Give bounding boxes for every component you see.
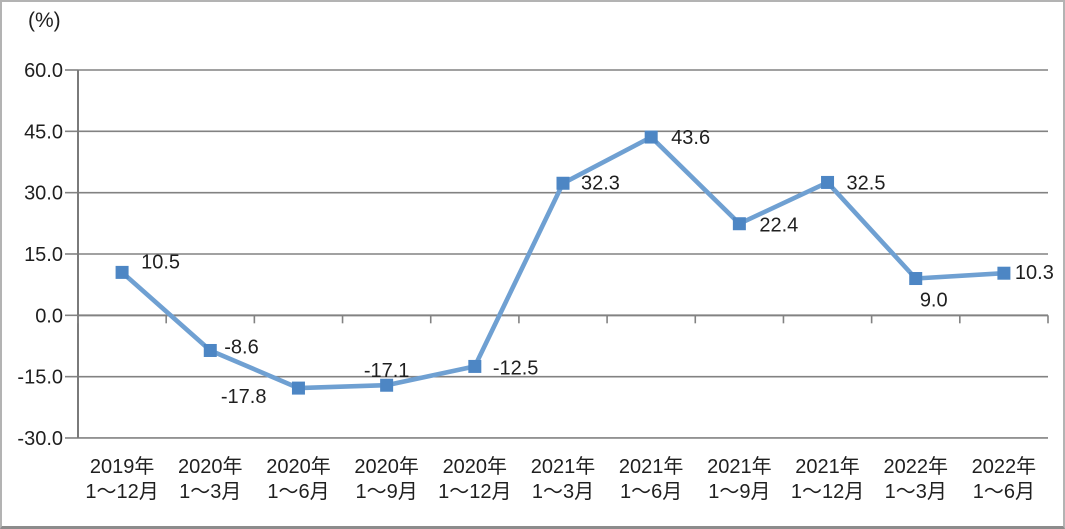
x-axis-category-label: 1～3月 [179,481,241,503]
data-point-marker [556,176,570,190]
data-point-marker [468,359,482,373]
x-axis-category-label: 1～6月 [620,481,682,503]
data-point-marker [380,378,394,392]
data-point-marker [291,381,305,395]
x-axis-category-label: 2020年 [354,455,419,478]
data-point-marker [732,217,746,231]
data-label: -8.6 [224,336,258,358]
data-label: 32.3 [581,172,620,194]
x-axis-category-label: 2021年 [531,455,596,478]
data-point-marker [115,265,129,279]
data-point-marker [821,175,835,189]
x-axis-category-label: 1～12月 [791,481,864,503]
x-axis-category-label: 2020年 [266,455,331,478]
x-axis-category-label: 2020年 [443,455,508,478]
data-label: 10.3 [1015,262,1054,284]
x-axis-category-label: 2022年 [883,455,948,478]
y-axis-tick-label: 0.0 [35,305,63,327]
x-axis-category-label: 2021年 [619,455,684,478]
x-axis-category-label: 1～6月 [267,481,329,503]
data-label: 10.5 [141,251,180,273]
data-label: 43.6 [671,127,710,149]
x-axis-category-label: 1～3月 [885,481,947,503]
data-label: -17.8 [221,386,267,408]
x-axis-category-label: 2022年 [972,455,1037,478]
data-label: 22.4 [759,215,798,237]
x-axis-category-label: 1～9月 [356,481,418,503]
x-axis-category-label: 2021年 [795,455,860,478]
data-point-marker [644,130,658,144]
data-label: 32.5 [847,172,886,194]
x-axis-category-label: 1～12月 [85,481,158,503]
data-point-marker [909,272,923,286]
y-axis-tick-label: 30.0 [24,183,63,205]
data-label: -12.5 [493,357,539,379]
data-label: -17.1 [364,360,410,382]
data-label: 9.0 [920,290,948,312]
x-axis-category-label: 1～6月 [973,481,1035,503]
y-axis-tick-label: -30.0 [17,428,63,450]
x-axis-category-label: 1～9月 [708,481,770,503]
x-axis-category-label: 1～12月 [438,481,511,503]
x-axis-category-label: 2019年 [90,455,155,478]
data-point-marker [997,266,1011,280]
y-axis-tick-label: 15.0 [24,244,63,266]
y-axis-tick-label: 45.0 [24,121,63,143]
y-axis-tick-label: -15.0 [17,367,63,389]
x-axis-category-label: 2020年 [178,455,243,478]
x-axis-category-label: 1～3月 [532,481,594,503]
data-point-marker [203,343,217,357]
x-axis-category-label: 2021年 [707,455,772,478]
y-axis-tick-label: 60.0 [24,60,63,82]
y-axis-unit-label: (%) [28,9,61,32]
